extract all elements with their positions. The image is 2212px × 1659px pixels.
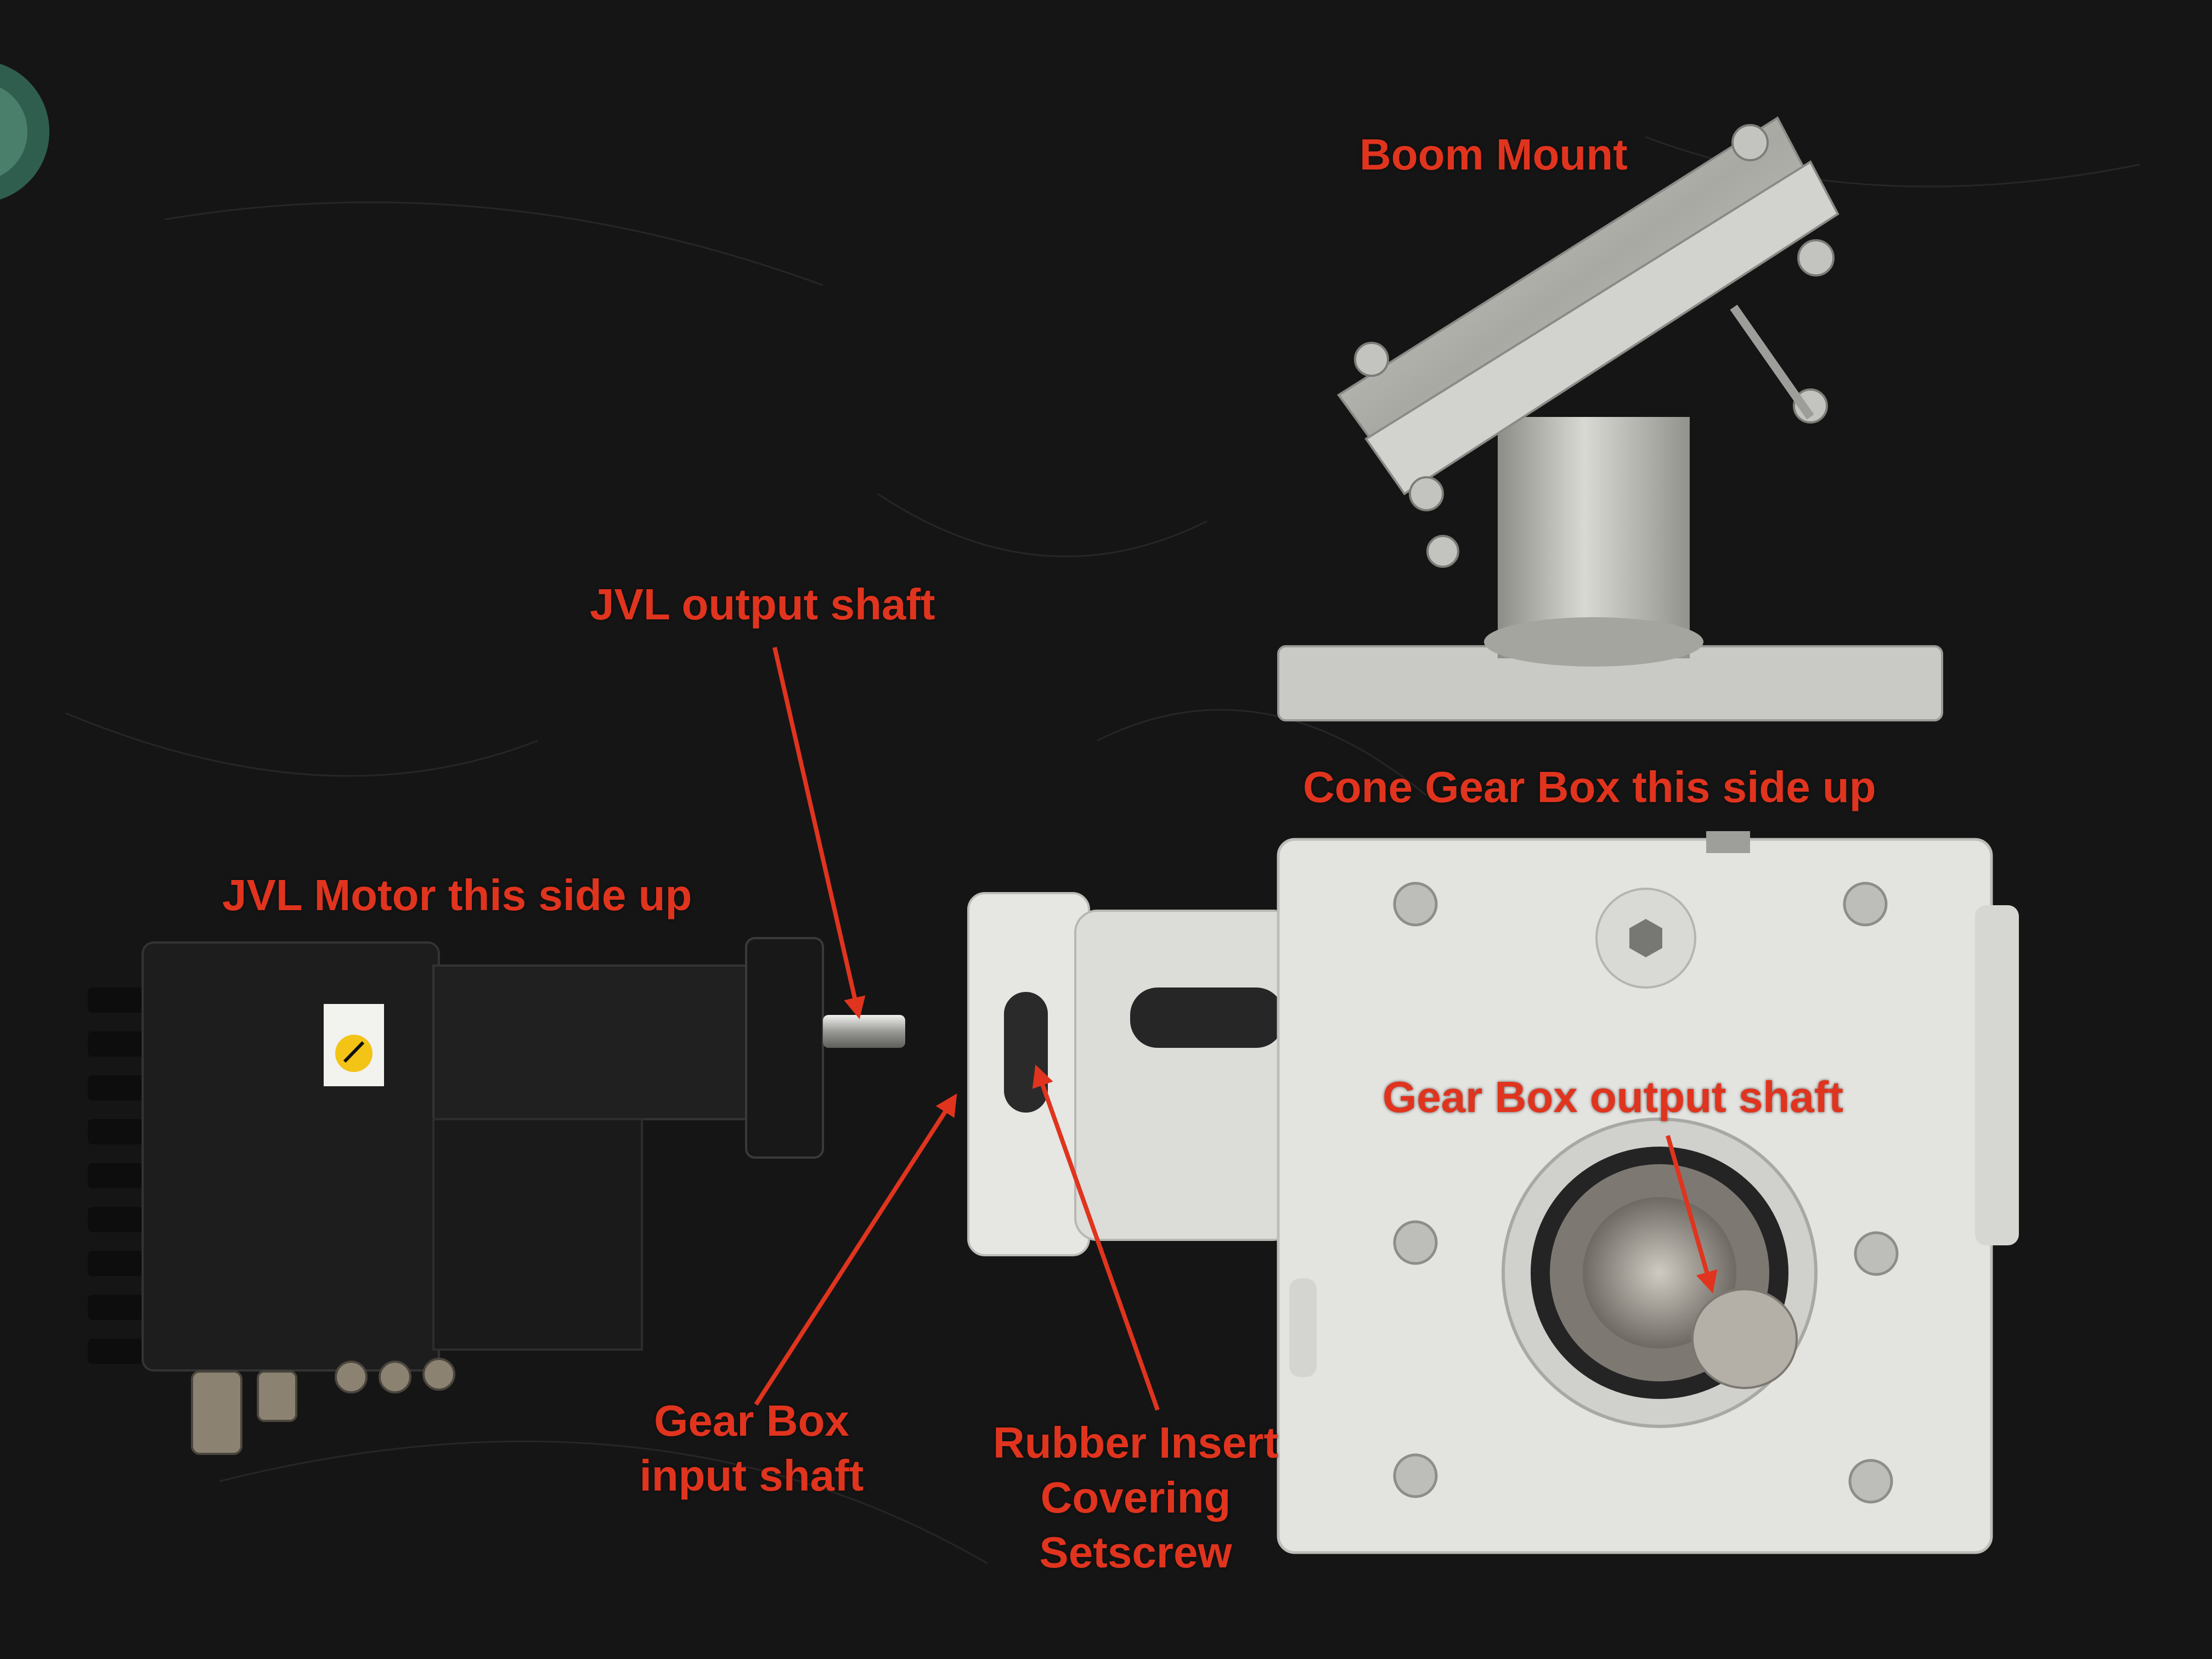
label-boom-mount: Boom Mount [1359, 130, 1628, 179]
label-jvl-output-shaft: JVL output shaft [590, 580, 935, 629]
motor-connectors [191, 1358, 455, 1455]
gearbox-output-shaft [1502, 1118, 1818, 1428]
label-gearbox-input-shaft: Gear Box input shaft [614, 1393, 889, 1503]
rubber-insert-plug [1004, 992, 1048, 1113]
housing-bolts [1393, 882, 1899, 1504]
warning-triangle-icon [335, 1035, 373, 1072]
label-rubber-insert-line-3: Setscrew [1039, 1528, 1232, 1577]
warning-sticker [324, 1004, 384, 1086]
boom-mount [1277, 116, 1943, 721]
label-rubber-insert: Rubber Insert Covering Setscrew [977, 1415, 1295, 1580]
annotation-arrows [754, 647, 1718, 1411]
label-rubber-insert-line-2: Covering [1040, 1473, 1231, 1522]
arrow-gearbox-input-shaft [754, 1093, 957, 1406]
arrow-rubber-insert [1032, 1064, 1160, 1411]
label-gearbox-input-shaft-line-2: input shaft [639, 1451, 864, 1500]
arrow-jvl-output-shaft [772, 647, 866, 1019]
label-gearbox-input-shaft-line-1: Gear Box [654, 1396, 849, 1445]
surface-scratches [65, 136, 2140, 1565]
jvl-motor [88, 937, 905, 1455]
label-jvl-motor: JVL Motor this side up [222, 871, 692, 919]
label-cone-gear-box: Cone Gear Box this side up [1303, 763, 1876, 811]
label-gearbox-output-shaft: Gear Box output shaft [1383, 1073, 1844, 1121]
green-corner-object [0, 64, 49, 200]
arrow-gearbox-output-shaft [1666, 1135, 1718, 1294]
jvl-output-shaft [823, 1015, 905, 1048]
label-rubber-insert-line-1: Rubber Insert [992, 1418, 1279, 1467]
